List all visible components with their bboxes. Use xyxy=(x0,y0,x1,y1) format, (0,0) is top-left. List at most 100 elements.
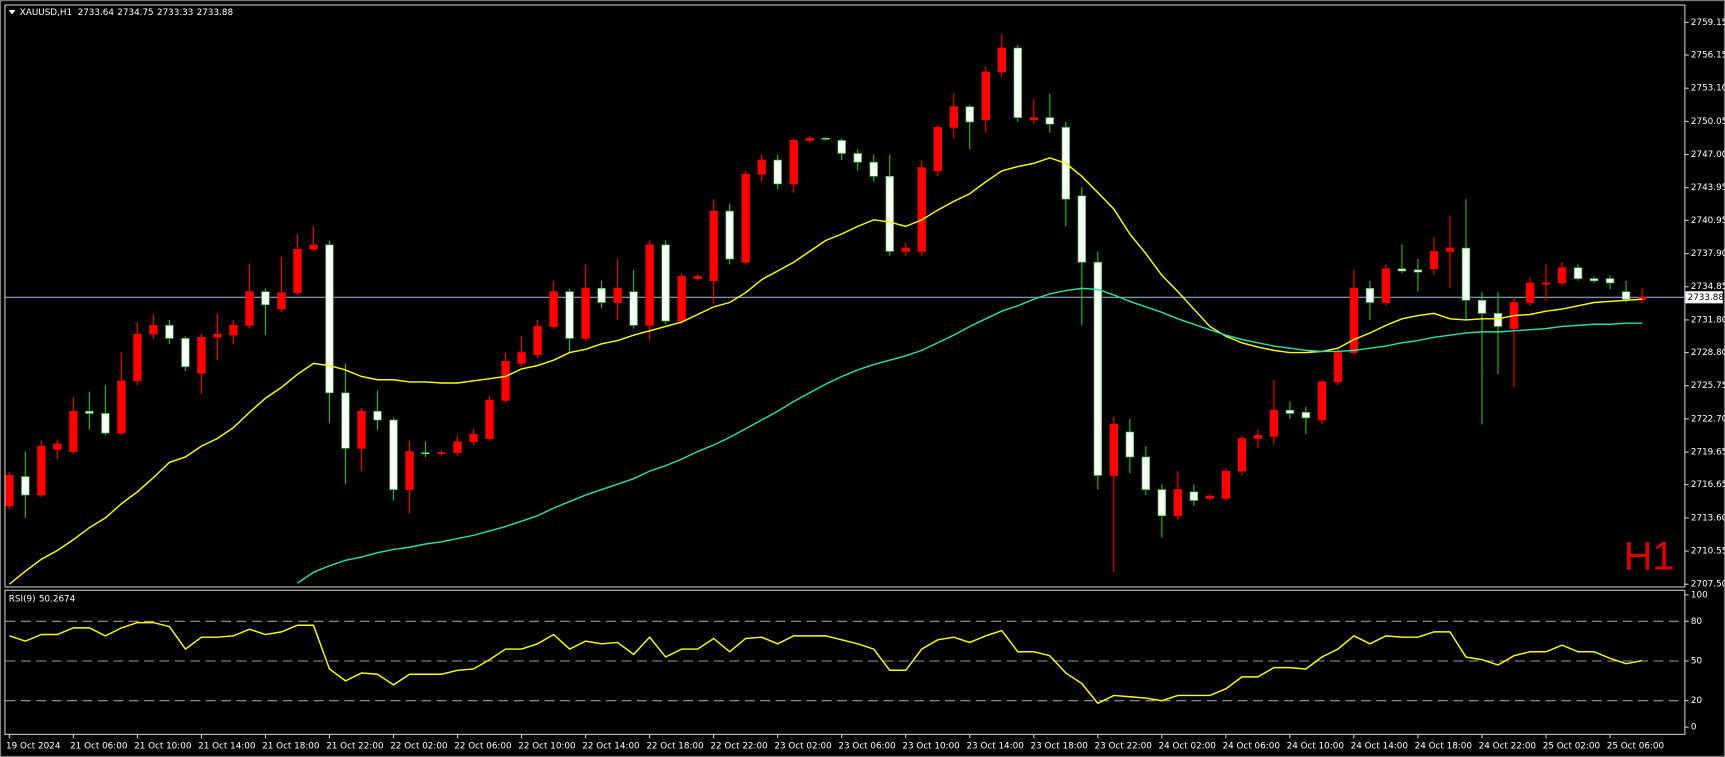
candle-body xyxy=(869,161,878,177)
x-tick-label: 21 Oct 06:00 xyxy=(70,741,128,751)
candle-body xyxy=(725,210,734,260)
candle-body xyxy=(1141,456,1151,490)
moving-average xyxy=(297,287,1643,584)
y-tick-label: 2753.10 xyxy=(1691,84,1725,94)
candle-body xyxy=(1317,381,1327,421)
candle-body xyxy=(901,247,910,252)
x-tick-label: 23 Oct 18:00 xyxy=(1030,741,1088,751)
axes: 2759.15 2756.15 2753.10 2750.05 2747.00 2743.… xyxy=(6,18,1725,752)
candle-body xyxy=(613,288,622,303)
x-tick-label: 24 Oct 18:00 xyxy=(1415,741,1473,751)
y-tick-label: 2713.60 xyxy=(1691,513,1725,523)
last-open: 2733.64 xyxy=(78,8,115,18)
candle-body xyxy=(69,410,78,452)
x-tick-label: 23 Oct 22:00 xyxy=(1095,741,1153,751)
x-tick-label: 24 Oct 02:00 xyxy=(1159,741,1217,751)
candle-body xyxy=(581,288,590,339)
y-tick-label: 20 xyxy=(1691,696,1703,706)
y-tick-label: 2722.70 xyxy=(1691,414,1725,424)
y-tick-label: 80 xyxy=(1691,617,1703,627)
y-tick-label: 2719.65 xyxy=(1691,448,1725,458)
candle-body xyxy=(1461,247,1471,301)
x-tick-label: 25 Oct 06:00 xyxy=(1607,741,1665,751)
candle-body xyxy=(965,106,974,123)
candle-body xyxy=(261,291,270,306)
y-tick-label: 2728.80 xyxy=(1691,348,1725,358)
candle-body xyxy=(533,326,542,356)
candle-body xyxy=(21,476,30,496)
candle-body xyxy=(1301,412,1311,419)
y-tick-label: 2737.90 xyxy=(1691,249,1725,259)
candle-body xyxy=(197,336,206,374)
candle-body xyxy=(357,410,366,449)
candle-body xyxy=(1077,195,1086,263)
candle-body xyxy=(741,173,750,263)
candle-body xyxy=(1333,352,1343,383)
candle-body xyxy=(1173,489,1183,517)
candle-body xyxy=(165,325,174,339)
candle-body xyxy=(981,71,990,121)
candle-body xyxy=(293,248,302,294)
x-tick-label: 22 Oct 14:00 xyxy=(582,741,640,751)
candle-body xyxy=(229,325,238,336)
candle-body xyxy=(1221,470,1231,499)
candle-body xyxy=(1189,491,1199,501)
candle-body xyxy=(309,244,318,250)
candle-body xyxy=(885,176,894,252)
x-tick-label: 22 Oct 06:00 xyxy=(454,741,512,751)
x-tick-label: 24 Oct 10:00 xyxy=(1287,741,1345,751)
candle-body xyxy=(405,451,414,490)
candle-body xyxy=(1429,251,1439,270)
candle-body xyxy=(117,380,126,434)
candle-body xyxy=(1365,288,1375,303)
x-tick-label: 24 Oct 06:00 xyxy=(1223,741,1281,751)
candle-body xyxy=(341,392,350,449)
x-tick-label: 23 Oct 06:00 xyxy=(838,741,896,751)
rsi-header: RSI(9) 50.2674 xyxy=(9,594,76,604)
menu-triangle[interactable] xyxy=(8,9,16,15)
y-tick-label: 2750.05 xyxy=(1691,117,1725,127)
x-tick-label: 22 Oct 10:00 xyxy=(518,741,576,751)
candle-body xyxy=(629,291,638,326)
candle-body xyxy=(773,159,782,185)
candle-body xyxy=(709,210,718,282)
y-tick-label: 2743.95 xyxy=(1691,183,1725,193)
candle-body xyxy=(1269,409,1279,437)
candle-body xyxy=(485,400,494,439)
candle-body xyxy=(949,106,958,128)
candle-body xyxy=(325,244,334,394)
candle-body xyxy=(101,413,110,434)
last-close: 2733.88 xyxy=(197,8,233,18)
candle-body xyxy=(1253,434,1263,439)
candle-body xyxy=(245,291,254,326)
y-tick-label: 2707.50 xyxy=(1691,580,1725,590)
candle-body xyxy=(149,325,158,335)
candle-body xyxy=(1125,431,1135,458)
candle-body xyxy=(1477,300,1487,314)
candle-body xyxy=(757,159,766,175)
candle-body xyxy=(389,419,398,490)
main-panel-border xyxy=(4,4,1686,588)
last-high: 2734.75 xyxy=(117,8,153,18)
x-tick-label: 24 Oct 22:00 xyxy=(1479,741,1537,751)
candle-body xyxy=(1541,282,1551,285)
candle-body xyxy=(1589,278,1599,282)
candle-body xyxy=(933,127,942,172)
x-tick-label: 19 Oct 2024 xyxy=(6,741,61,751)
candle-body xyxy=(5,475,14,507)
candle-body xyxy=(1045,117,1054,125)
candle-body xyxy=(1413,269,1423,273)
candle-body xyxy=(1445,247,1455,252)
candle-body xyxy=(133,333,142,382)
rsi-last: 50.2674 xyxy=(39,594,76,604)
candle-body xyxy=(1205,495,1215,499)
candle-body xyxy=(213,333,222,338)
moving-average xyxy=(8,157,1643,585)
candle-body xyxy=(1109,424,1119,476)
price-label: 2733.88 xyxy=(1688,293,1724,303)
candle-body xyxy=(1493,313,1503,327)
x-tick-label: 23 Oct 02:00 xyxy=(774,741,832,751)
y-tick-label: 2734.85 xyxy=(1691,282,1725,292)
